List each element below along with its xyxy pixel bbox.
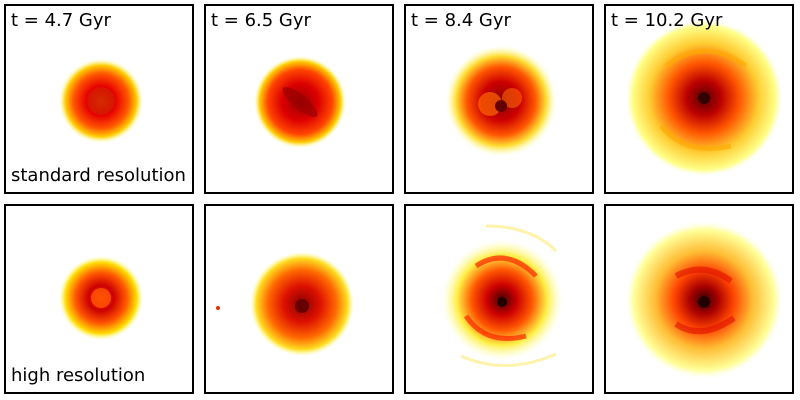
row-label-standard: standard resolution (11, 165, 186, 186)
time-label: t = 6.5 Gyr (211, 10, 311, 31)
galaxy-image-standard-t102 (626, 20, 782, 176)
panel-high-t65 (204, 204, 394, 394)
galaxy-image-standard-t84 (446, 46, 556, 156)
panel-high-t47: high resolution (4, 204, 194, 394)
galaxy-image-high-t84 (442, 224, 562, 368)
galaxy-image-standard-t65 (254, 56, 346, 148)
panel-high-t102 (604, 204, 794, 394)
row-label-high: high resolution (11, 365, 146, 386)
galaxy-image-high-t47 (59, 256, 143, 340)
time-label: t = 10.2 Gyr (611, 10, 723, 31)
galaxy-image-high-t65 (216, 252, 354, 356)
time-label: t = 4.7 Gyr (11, 10, 111, 31)
panel-standard-t65: t = 6.5 Gyr (204, 4, 394, 194)
galaxy-image-standard-t47 (59, 59, 143, 143)
panel-standard-t102: t = 10.2 Gyr (604, 4, 794, 194)
galaxy-image-high-t102 (626, 222, 782, 378)
panel-high-t84 (404, 204, 594, 394)
time-label: t = 8.4 Gyr (411, 10, 511, 31)
panel-standard-t47: t = 4.7 Gyr standard resolution (4, 4, 194, 194)
panel-standard-t84: t = 8.4 Gyr (404, 4, 594, 194)
